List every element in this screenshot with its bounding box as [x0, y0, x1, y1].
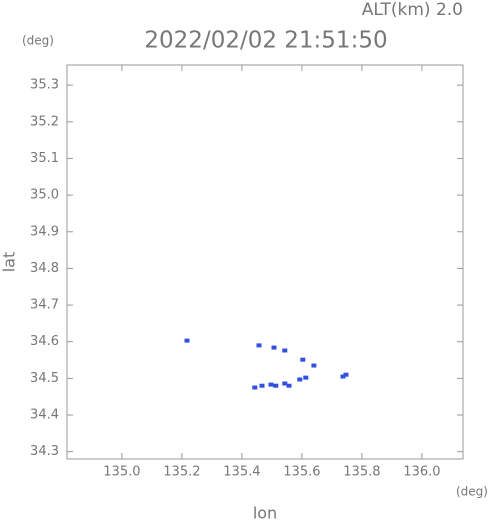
chart-subtitle: ALT(km) 2.0 [362, 0, 463, 20]
data-point [252, 385, 258, 390]
y-tick-label: 34.6 [30, 334, 59, 349]
data-point [268, 382, 274, 387]
y-tick-label: 34.9 [30, 224, 59, 239]
y-tick-label: 35.2 [30, 114, 59, 129]
x-unit: (deg) [456, 485, 488, 499]
y-axis-label: lat [0, 252, 19, 273]
y-unit: (deg) [22, 34, 54, 48]
x-tick-label: 135.0 [103, 465, 140, 480]
data-point [286, 383, 292, 388]
data-point [271, 345, 277, 350]
y-tick-label: 34.8 [30, 261, 59, 276]
plot-frame [66, 64, 464, 460]
y-tick-label: 35.1 [30, 151, 59, 166]
data-point [259, 383, 265, 388]
data-point [311, 363, 317, 368]
y-tick-label: 34.7 [30, 298, 59, 313]
data-point [297, 377, 303, 382]
x-tick-label: 135.2 [163, 465, 200, 480]
x-tick-label: 135.4 [223, 465, 260, 480]
data-point [282, 348, 288, 353]
data-point [300, 357, 306, 362]
data-point [256, 343, 262, 348]
y-tick-label: 34.5 [30, 371, 59, 386]
data-point [184, 338, 190, 343]
y-tick-label: 35.3 [30, 78, 59, 93]
y-tick-label: 34.4 [30, 408, 59, 423]
x-tick-label: 135.6 [283, 465, 320, 480]
y-tick-label: 35.0 [30, 188, 59, 203]
data-point [340, 374, 346, 379]
y-tick-label: 34.3 [30, 444, 59, 459]
data-point [282, 381, 288, 386]
x-tick-label: 135.8 [343, 465, 380, 480]
chart-title: 2022/02/02 21:51:50 [144, 28, 387, 54]
data-point [303, 375, 309, 380]
x-axis-label: lon [253, 504, 277, 521]
data-point [343, 372, 349, 377]
x-tick-label: 136.0 [403, 465, 440, 480]
data-point [273, 383, 279, 388]
